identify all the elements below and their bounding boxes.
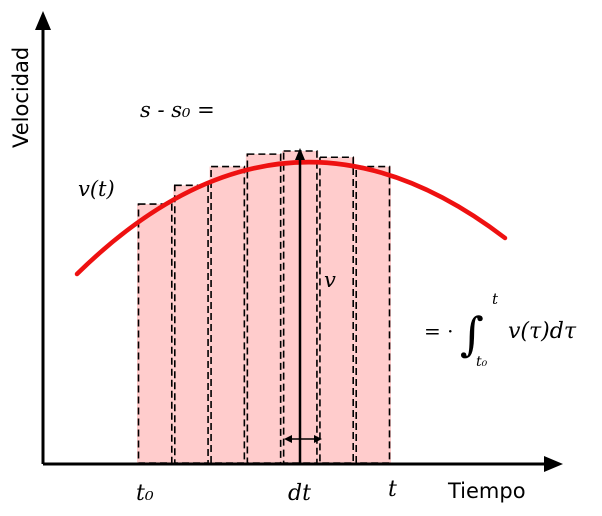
integral-equation: = · ∫ t t₀ v(τ)dτ — [424, 290, 577, 370]
bar-outline — [173, 184, 209, 464]
t-start-label: t₀ — [136, 481, 154, 506]
integral-upper-limit: t — [492, 290, 499, 308]
x-axis-arrowhead — [544, 456, 563, 472]
bar-fill — [318, 157, 355, 464]
integral-lower-limit: t₀ — [476, 354, 488, 370]
integral-sign: ∫ — [460, 307, 484, 361]
y-axis-title: Velocidad — [9, 47, 33, 148]
bar-fill — [354, 166, 391, 463]
integrand: v(τ)dτ — [508, 319, 577, 344]
bar-fill — [245, 154, 283, 463]
velocity-arrowhead — [295, 148, 305, 160]
bar-fill — [209, 166, 246, 463]
curve-label: v(t) — [78, 177, 115, 201]
dt-arrowhead-left — [284, 435, 292, 443]
velocity-label: v — [324, 268, 336, 292]
dt-arrowhead-right — [314, 435, 322, 443]
dt-label: dt — [288, 481, 311, 506]
bar-fill — [173, 185, 210, 463]
bar-fill — [137, 204, 174, 464]
displacement-label: s - s₀ = — [140, 98, 215, 122]
y-axis-arrowhead — [35, 11, 51, 30]
t-end-label: t — [388, 477, 397, 502]
equation-equals: = · — [424, 319, 453, 343]
velocity-curve — [74, 159, 508, 277]
x-axis-title: Tiempo — [447, 479, 526, 503]
